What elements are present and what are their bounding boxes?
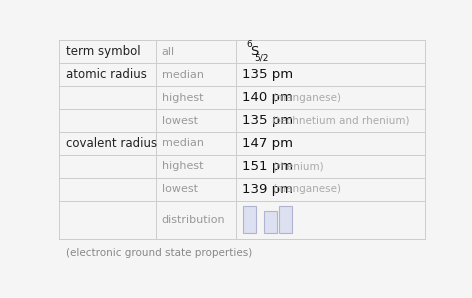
Text: highest: highest [162, 93, 203, 103]
Text: highest: highest [162, 161, 203, 171]
Text: lowest: lowest [162, 116, 198, 125]
Text: 139 pm: 139 pm [242, 183, 293, 196]
Text: 147 pm: 147 pm [242, 137, 293, 150]
Text: (technetium and rhenium): (technetium and rhenium) [272, 116, 409, 125]
Text: median: median [162, 138, 204, 148]
Text: (electronic ground state properties): (electronic ground state properties) [66, 248, 253, 258]
Text: (rhenium): (rhenium) [272, 161, 323, 171]
Text: lowest: lowest [162, 184, 198, 194]
Text: 135 pm: 135 pm [242, 68, 294, 81]
Text: all: all [162, 47, 175, 57]
Text: median: median [162, 70, 204, 80]
Text: (manganese): (manganese) [272, 184, 341, 194]
Text: 6: 6 [247, 41, 253, 49]
Text: 5/2: 5/2 [254, 54, 269, 63]
Text: (manganese): (manganese) [272, 93, 341, 103]
Text: 135 pm: 135 pm [242, 114, 294, 127]
Bar [243, 206, 256, 234]
Bar [264, 211, 278, 234]
Text: 151 pm: 151 pm [242, 160, 294, 173]
Text: S: S [250, 45, 258, 58]
Text: covalent radius: covalent radius [66, 137, 158, 150]
Text: term symbol: term symbol [66, 45, 141, 58]
Bar [279, 206, 292, 234]
Text: 140 pm: 140 pm [242, 91, 293, 104]
Text: atomic radius: atomic radius [66, 68, 147, 81]
Text: distribution: distribution [162, 215, 226, 225]
